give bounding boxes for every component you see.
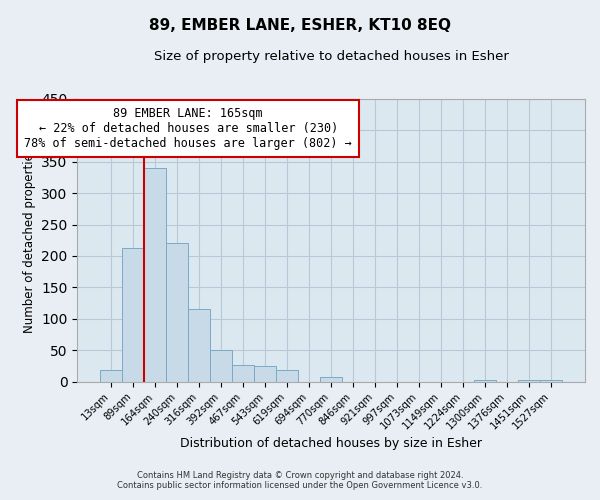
Text: 89, EMBER LANE, ESHER, KT10 8EQ: 89, EMBER LANE, ESHER, KT10 8EQ [149,18,451,32]
Bar [188,310,210,382]
X-axis label: Distribution of detached houses by size in Esher: Distribution of detached houses by size … [180,437,482,450]
Bar [474,380,496,382]
Bar [518,380,540,382]
Text: Contains HM Land Registry data © Crown copyright and database right 2024.
Contai: Contains HM Land Registry data © Crown c… [118,470,482,490]
Bar [210,350,232,382]
Text: 89 EMBER LANE: 165sqm
← 22% of detached houses are smaller (230)
78% of semi-det: 89 EMBER LANE: 165sqm ← 22% of detached … [25,107,352,150]
Title: Size of property relative to detached houses in Esher: Size of property relative to detached ho… [154,50,509,63]
Bar [122,248,144,382]
Bar [276,370,298,382]
Bar [100,370,122,382]
Bar [320,377,342,382]
Bar [166,244,188,382]
Bar [144,168,166,382]
Bar [232,366,254,382]
Bar [254,366,276,382]
Bar [540,380,562,382]
Y-axis label: Number of detached properties: Number of detached properties [23,147,35,333]
